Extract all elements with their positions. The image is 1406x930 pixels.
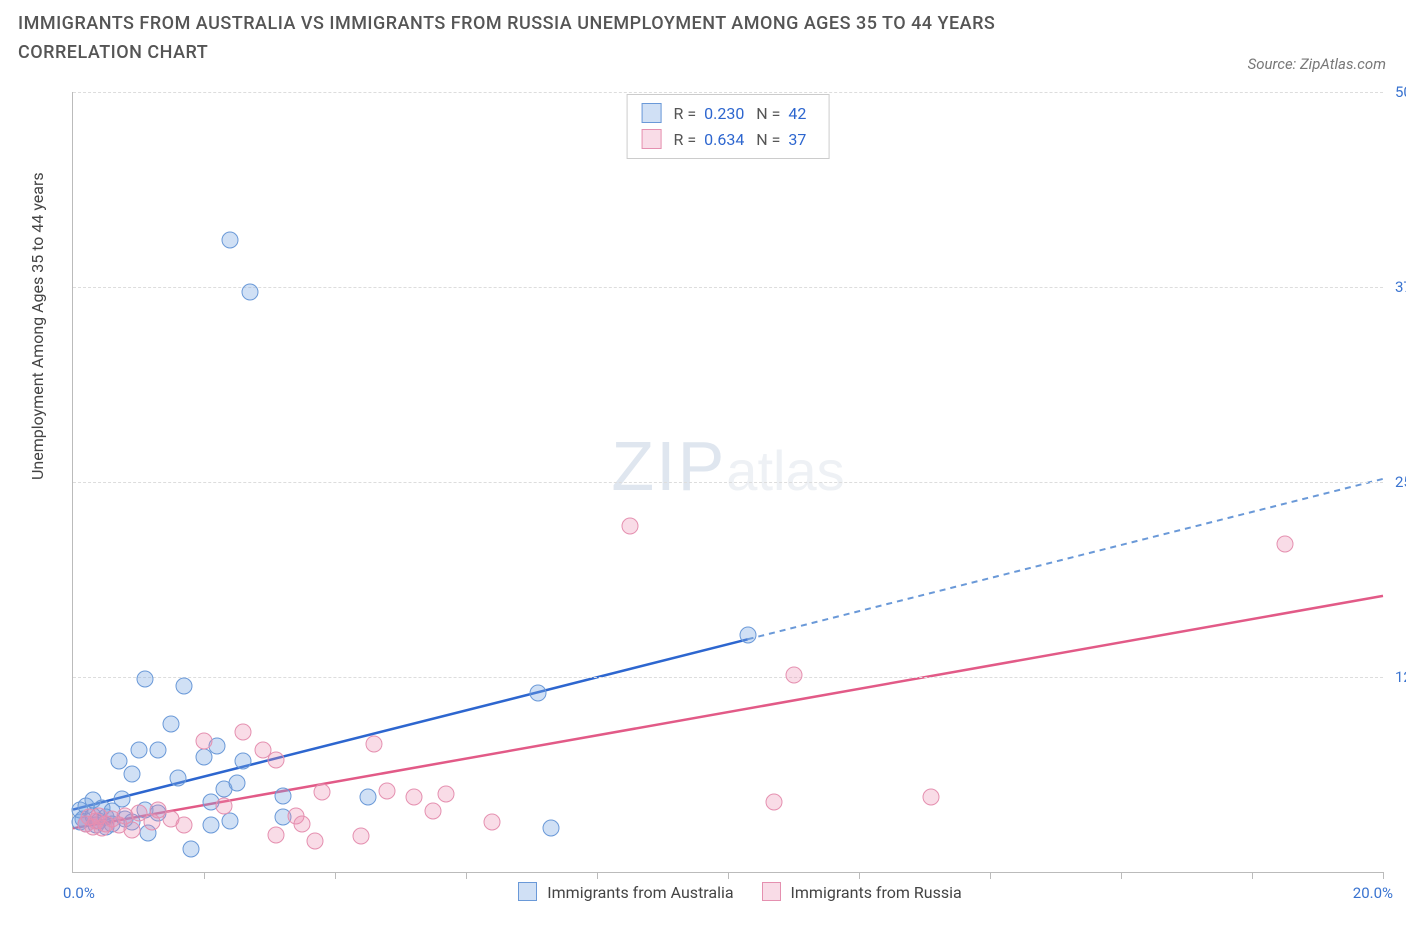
x-tick — [1252, 872, 1253, 879]
data-point — [294, 815, 311, 832]
y-axis-label: Unemployment Among Ages 35 to 44 years — [28, 172, 47, 480]
page-title: IMMIGRANTS FROM AUSTRALIA VS IMMIGRANTS … — [18, 10, 1118, 68]
data-point — [307, 832, 324, 849]
legend-swatch-russia — [762, 882, 781, 901]
data-point — [169, 770, 186, 787]
data-point — [268, 826, 285, 843]
y-tick-label: 50.0% — [1385, 83, 1406, 101]
data-point — [274, 787, 291, 804]
data-point — [366, 736, 383, 753]
data-point — [228, 775, 245, 792]
data-point — [530, 684, 547, 701]
x-tick — [597, 872, 598, 879]
x-tick — [728, 872, 729, 879]
data-point — [765, 793, 782, 810]
data-point — [543, 820, 560, 837]
data-point — [484, 814, 501, 831]
gridline — [73, 287, 1383, 288]
data-point — [621, 517, 638, 534]
source-credit: Source: ZipAtlas.com — [1248, 55, 1386, 73]
legend-row-australia: R = 0.230 N = 42 — [642, 101, 815, 127]
data-point — [379, 782, 396, 799]
x-tick — [204, 872, 205, 879]
x-tick — [1383, 872, 1384, 879]
legend-label-australia: Immigrants from Australia — [547, 883, 733, 902]
y-tick-label: 37.5% — [1385, 278, 1406, 296]
data-point — [215, 798, 232, 815]
data-point — [137, 670, 154, 687]
x-tick — [466, 872, 467, 879]
data-point — [241, 283, 258, 300]
data-point — [196, 732, 213, 749]
scatter-plot: ZIPatlas R = 0.230 N = 42 R = 0.634 N = … — [72, 92, 1383, 873]
x-tick — [990, 872, 991, 879]
data-point — [739, 626, 756, 643]
data-point — [425, 803, 442, 820]
y-tick-label: 12.5% — [1385, 668, 1406, 686]
data-point — [123, 821, 140, 838]
x-tick — [1121, 872, 1122, 879]
data-point — [176, 678, 193, 695]
data-point — [176, 817, 193, 834]
data-point — [150, 742, 167, 759]
data-point — [268, 751, 285, 768]
data-point — [923, 789, 940, 806]
legend-swatch-russia — [642, 129, 662, 149]
x-tick — [335, 872, 336, 879]
legend-row-russia: R = 0.634 N = 37 — [642, 127, 815, 153]
data-point — [202, 817, 219, 834]
data-point — [130, 742, 147, 759]
gridline — [73, 677, 1383, 678]
y-tick-label: 25.0% — [1385, 473, 1406, 491]
data-point — [235, 723, 252, 740]
data-point — [785, 667, 802, 684]
data-point — [438, 786, 455, 803]
x-tick — [859, 872, 860, 879]
legend-label-russia: Immigrants from Russia — [791, 883, 962, 902]
legend-swatch-australia — [642, 103, 662, 123]
stats-legend: R = 0.230 N = 42 R = 0.634 N = 37 — [627, 94, 830, 159]
data-point — [222, 232, 239, 249]
data-point — [359, 789, 376, 806]
data-point — [1276, 536, 1293, 553]
data-point — [353, 828, 370, 845]
data-point — [182, 840, 199, 857]
data-point — [123, 765, 140, 782]
data-point — [405, 789, 422, 806]
gridline — [73, 92, 1383, 93]
data-point — [235, 753, 252, 770]
legend-swatch-australia — [518, 882, 537, 901]
data-point — [163, 715, 180, 732]
data-point — [114, 790, 131, 807]
series-legend: Immigrants from Australia Immigrants fro… — [73, 882, 1383, 902]
data-point — [313, 784, 330, 801]
gridline — [73, 482, 1383, 483]
